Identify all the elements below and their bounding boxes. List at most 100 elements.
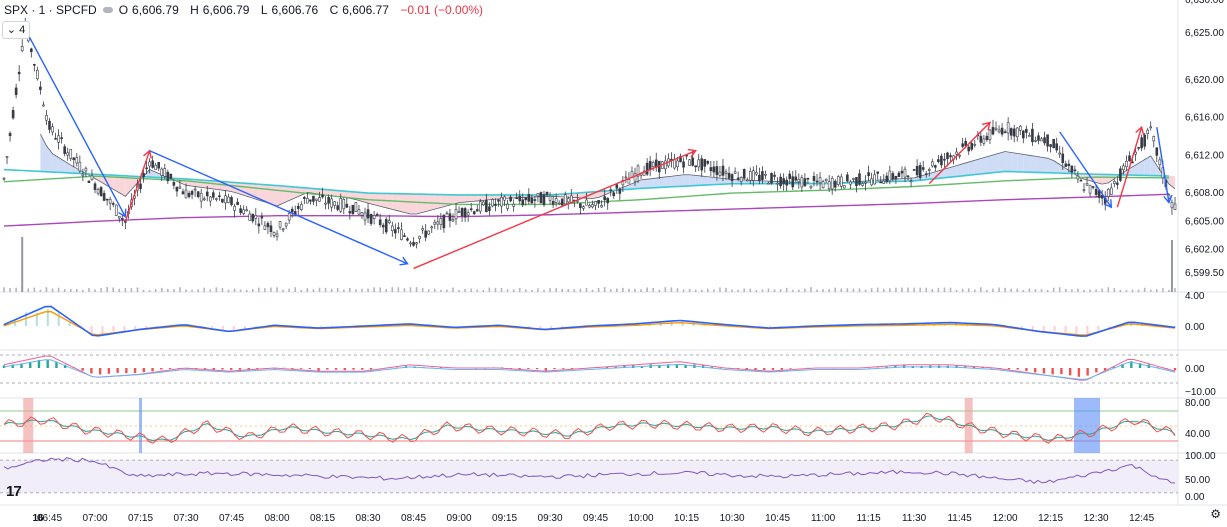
candle-body (861, 183, 864, 186)
ema-cloud-segment (622, 184, 629, 190)
osc-histogram-bar (763, 368, 766, 370)
candle-body (803, 178, 807, 187)
candle-body (712, 166, 716, 173)
candle-body (1128, 155, 1131, 162)
ema-cloud-segment (1035, 156, 1042, 173)
candle-body (42, 104, 45, 107)
price-axis-label: 6,630.00 (1185, 0, 1224, 6)
candle-body (867, 172, 870, 177)
volume-bar (882, 288, 885, 292)
volume-bar (1071, 289, 1073, 292)
candle-body (624, 176, 628, 179)
candle-body (87, 180, 91, 184)
volume-bar (864, 289, 867, 292)
candle-body (421, 228, 424, 231)
volume-bar (27, 288, 30, 292)
ema-cloud-segment (113, 175, 120, 193)
volume-bar (634, 288, 636, 292)
candle-body (512, 203, 515, 207)
osc-histogram-bar (151, 368, 154, 372)
candle-body (818, 177, 822, 183)
volume-bar (761, 289, 764, 292)
candle-body (248, 213, 252, 221)
candle-body (466, 212, 470, 216)
candle-body (515, 197, 518, 199)
candle-body (242, 209, 245, 214)
osc-histogram-bar (1103, 368, 1107, 371)
candle-body (1015, 127, 1019, 138)
tradingview-logo[interactable]: 17 (6, 483, 22, 500)
ema-cloud-segment (726, 178, 733, 184)
volume-bar (342, 289, 345, 292)
candle-body (111, 203, 115, 205)
indicators-toggle-button[interactable]: ⌄ 4 (2, 21, 30, 39)
osc-histogram-bar (972, 366, 976, 368)
osc-histogram-bar (343, 368, 347, 371)
volume-bar (755, 289, 758, 292)
ema-cloud-segment (398, 193, 405, 213)
symbol-label[interactable]: SPX · 1 · SPCFD (4, 3, 97, 17)
volume-bar (118, 288, 121, 292)
candle-body (445, 212, 449, 215)
osc-histogram-bar (605, 367, 609, 368)
candle-body (739, 177, 743, 182)
volume-bar (15, 287, 17, 292)
time-axis-label: 10:30 (720, 513, 745, 524)
candle-body (212, 192, 215, 198)
osc-histogram-bar (247, 368, 250, 370)
time-axis-label: 09:45 (583, 513, 608, 524)
candle-body (958, 154, 961, 157)
candle-body (345, 203, 349, 208)
ema-cloud-segment (968, 160, 975, 176)
osc-histogram-bar (1033, 368, 1037, 373)
ema-cloud-segment (628, 182, 636, 190)
volume-bar (130, 288, 133, 292)
ema-cloud-segment (289, 186, 296, 201)
candle-body (1009, 128, 1013, 136)
candle-body (979, 135, 983, 143)
ema-teal-line (3, 168, 1169, 196)
volume-bar (433, 288, 436, 292)
candle-body (1003, 131, 1007, 133)
candle-body (900, 170, 904, 174)
candle-body (369, 214, 373, 224)
volume-bar (870, 288, 873, 292)
volume-bar (652, 287, 655, 292)
macd-line (3, 305, 1176, 337)
ema-cloud-segment (404, 193, 411, 215)
volume-bar (591, 289, 594, 292)
trendline-arrowhead (118, 208, 127, 218)
macd-histogram-bar (57, 312, 60, 326)
osc-histogram-bar (1121, 363, 1124, 368)
candle-body (600, 205, 603, 208)
volume-bar (810, 287, 812, 292)
volume-bar (488, 287, 491, 292)
ema-cloud-segment (707, 176, 714, 185)
osc-histogram-bar (90, 368, 93, 374)
volume-bar (197, 289, 199, 292)
osc-histogram-bar (221, 368, 224, 370)
volume-bar (355, 289, 357, 292)
osc-histogram-bar (1068, 368, 1072, 376)
volume-bar (215, 287, 218, 292)
candle-body (391, 225, 394, 231)
candle-body (748, 171, 752, 181)
candle-body (66, 152, 70, 156)
macd-histogram-bar (3, 324, 5, 326)
ema-cloud-segment (744, 180, 751, 184)
price-axis-label: 6,608.00 (1185, 188, 1224, 199)
volume-bar (943, 287, 946, 292)
volume-bar (1040, 289, 1043, 292)
candle-body (427, 230, 431, 235)
osc-histogram-bar (212, 368, 215, 371)
volume-bar (694, 289, 697, 292)
candle-body (1085, 183, 1089, 186)
gear-icon[interactable]: ⚙ (1210, 507, 1221, 521)
candle-body (139, 183, 142, 189)
candle-body (142, 173, 145, 178)
volume-bar (822, 289, 824, 292)
candle-body (1040, 138, 1043, 142)
macd-histogram-bar (156, 326, 159, 328)
stoch-highlight (139, 398, 143, 453)
